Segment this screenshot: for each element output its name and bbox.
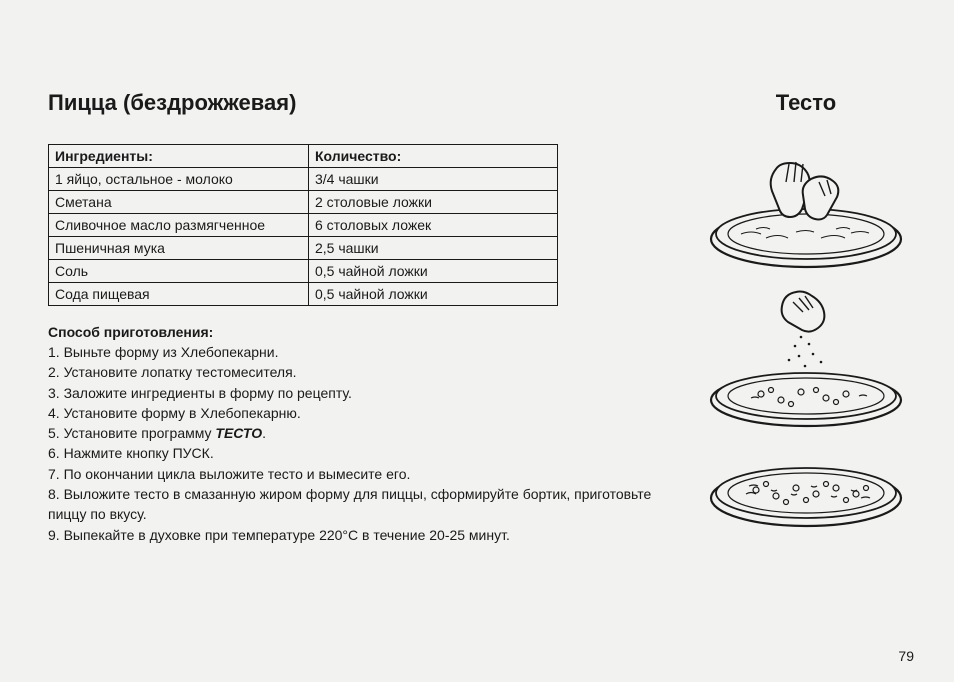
- program-name: ТЕСТО: [215, 425, 262, 441]
- table-cell: 2,5 чашки: [309, 237, 558, 260]
- table-row: Пшеничная мука2,5 чашки: [49, 237, 558, 260]
- table-cell: 0,5 чайной ложки: [309, 260, 558, 283]
- method-heading: Способ приготовления:: [48, 324, 658, 340]
- table-row: Сода пищевая0,5 чайной ложки: [49, 283, 558, 306]
- recipe-title: Пицца (бездрожжевая): [48, 90, 658, 116]
- table-cell: 1 яйцо, остальное - молоко: [49, 168, 309, 191]
- section-title: Тесто: [698, 90, 914, 116]
- table-row: 1 яйцо, остальное - молоко3/4 чашки: [49, 168, 558, 191]
- table-cell: Сливочное масло размягченное: [49, 214, 309, 237]
- step-line: 8. Выложите тесто в смазанную жиром форм…: [48, 484, 658, 525]
- table-cell: 0,5 чайной ложки: [309, 283, 558, 306]
- method-steps: 1. Выньте форму из Хлебопекарни.2. Устан…: [48, 342, 658, 545]
- illustration-press-dough: [701, 134, 911, 274]
- table-cell: Пшеничная мука: [49, 237, 309, 260]
- step-line: 2. Установите лопатку тестомесителя.: [48, 362, 658, 382]
- table-cell: Соль: [49, 260, 309, 283]
- illustration-column: Тесто: [698, 90, 914, 548]
- step-line: 5. Установите программу ТЕСТО.: [48, 423, 658, 443]
- table-cell: Сметана: [49, 191, 309, 214]
- table-cell: 2 столовые ложки: [309, 191, 558, 214]
- table-cell: Сода пищевая: [49, 283, 309, 306]
- th-ingredients: Ингредиенты:: [49, 145, 309, 168]
- step-line: 9. Выпекайте в духовке при температуре 2…: [48, 525, 658, 545]
- recipe-column: Пицца (бездрожжевая) Ингредиенты: Количе…: [48, 90, 658, 548]
- page-number: 79: [898, 648, 914, 664]
- step-line: 7. По окончании цикла выложите тесто и в…: [48, 464, 658, 484]
- table-cell: 6 столовых ложек: [309, 214, 558, 237]
- step-line: 4. Установите форму в Хлебопекарню.: [48, 403, 658, 423]
- ingredients-table: Ингредиенты: Количество: 1 яйцо, остальн…: [48, 144, 558, 306]
- table-row: Соль0,5 чайной ложки: [49, 260, 558, 283]
- th-quantity: Количество:: [309, 145, 558, 168]
- table-row: Сливочное масло размягченное6 столовых л…: [49, 214, 558, 237]
- table-cell: 3/4 чашки: [309, 168, 558, 191]
- step-line: 3. Заложите ингредиенты в форму по рецеп…: [48, 383, 658, 403]
- illustration-sprinkle: [701, 282, 911, 432]
- step-line: 6. Нажмите кнопку ПУСК.: [48, 443, 658, 463]
- step-line: 1. Выньте форму из Хлебопекарни.: [48, 342, 658, 362]
- illustration-finished-pizza: [701, 440, 911, 540]
- table-row: Сметана2 столовые ложки: [49, 191, 558, 214]
